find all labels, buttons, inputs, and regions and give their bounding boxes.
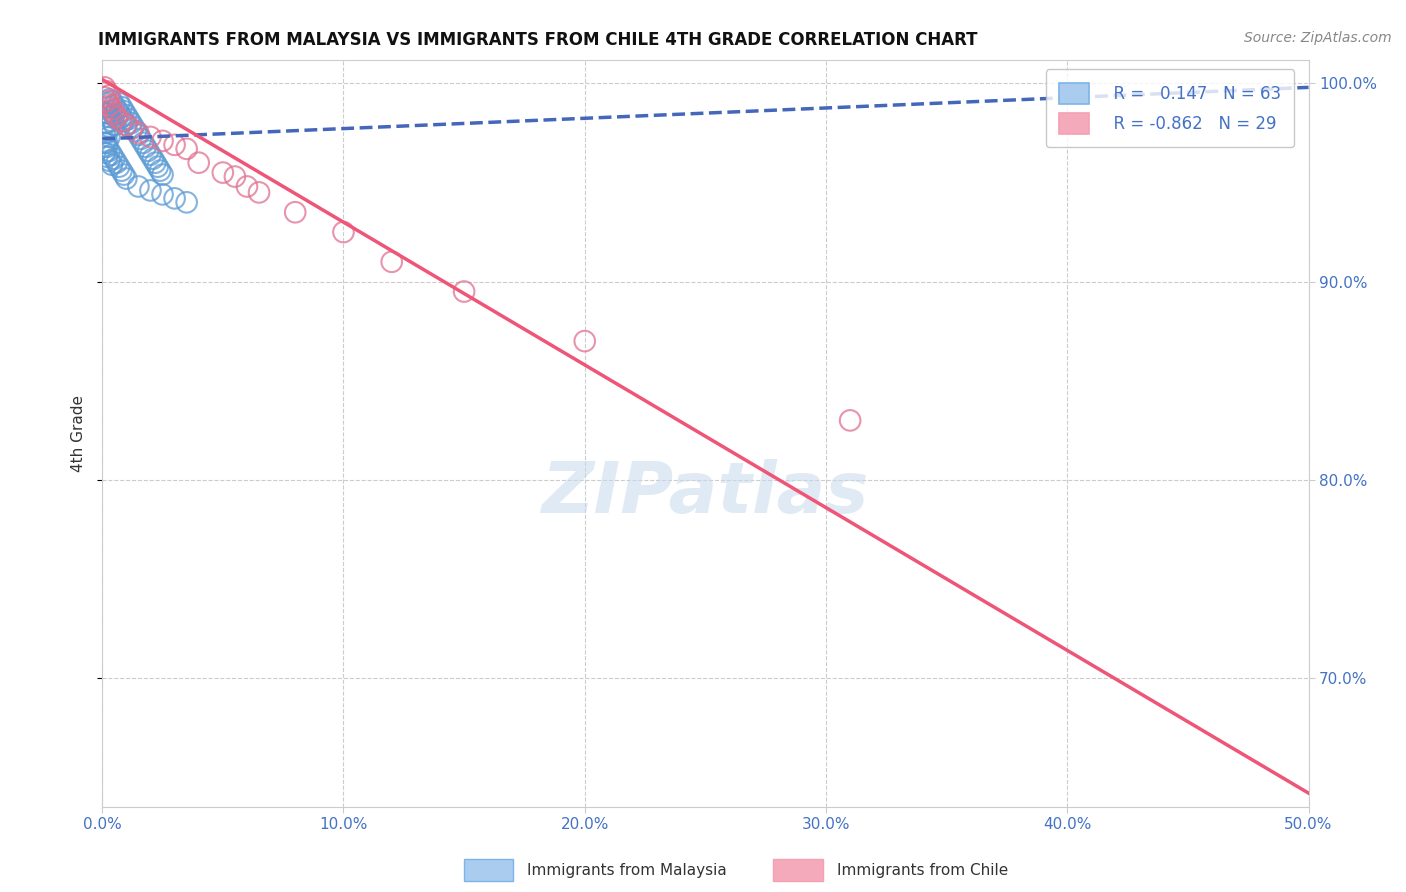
Point: [139, 183, 162, 197]
Point: [132, 136, 155, 150]
Point: [96, 106, 118, 120]
Text: Immigrants from Chile: Immigrants from Chile: [837, 863, 1008, 878]
Point: [236, 179, 259, 194]
Point: [93, 90, 115, 104]
Point: [120, 116, 142, 130]
Point: [122, 120, 145, 134]
Point: [110, 110, 132, 124]
Point: [96, 140, 118, 154]
Point: [101, 114, 124, 128]
Point: [96, 116, 118, 130]
Point: [152, 187, 174, 202]
Point: [101, 102, 124, 116]
Point: [127, 179, 149, 194]
Point: [103, 152, 125, 166]
Point: [146, 160, 169, 174]
Text: Source: ZipAtlas.com: Source: ZipAtlas.com: [1244, 31, 1392, 45]
Point: [98, 153, 121, 168]
Point: [105, 110, 128, 124]
Point: [98, 120, 121, 134]
Point: [224, 169, 246, 184]
Point: [284, 205, 307, 219]
Point: [103, 108, 125, 122]
Point: [96, 150, 118, 164]
Point: [101, 158, 124, 172]
Point: [96, 84, 118, 98]
Point: [98, 100, 121, 114]
Point: [112, 114, 135, 128]
Point: [103, 118, 125, 132]
Point: [96, 136, 118, 150]
Point: [115, 118, 138, 132]
Point: [129, 132, 152, 146]
Point: [176, 142, 198, 156]
Point: [143, 155, 166, 169]
Point: [125, 124, 148, 138]
Point: [110, 114, 132, 128]
Point: [98, 129, 121, 144]
Point: [96, 94, 118, 108]
Point: [93, 116, 115, 130]
Point: [98, 110, 121, 124]
Point: [135, 140, 157, 154]
Point: [247, 186, 270, 200]
Point: [163, 191, 186, 205]
Point: [127, 126, 149, 140]
Point: [93, 106, 115, 120]
Point: [96, 96, 118, 111]
Point: [98, 88, 121, 103]
Point: [103, 98, 125, 112]
Point: [110, 100, 132, 114]
Point: [108, 160, 131, 174]
Point: [381, 255, 404, 269]
Point: [574, 334, 596, 348]
Point: [98, 144, 121, 158]
Point: [139, 129, 162, 144]
Legend:   R =   0.147   N = 63,   R = -0.862   N = 29: R = 0.147 N = 63, R = -0.862 N = 29: [1046, 70, 1294, 147]
Text: Immigrants from Malaysia: Immigrants from Malaysia: [527, 863, 727, 878]
Point: [163, 137, 186, 152]
Point: [139, 147, 162, 161]
Point: [105, 102, 128, 116]
Point: [110, 163, 132, 178]
Text: IMMIGRANTS FROM MALAYSIA VS IMMIGRANTS FROM CHILE 4TH GRADE CORRELATION CHART: IMMIGRANTS FROM MALAYSIA VS IMMIGRANTS F…: [98, 31, 979, 49]
Point: [108, 96, 131, 111]
Point: [93, 126, 115, 140]
Point: [112, 104, 135, 119]
Point: [149, 163, 172, 178]
Point: [101, 147, 124, 161]
Point: [120, 122, 142, 136]
Point: [136, 144, 159, 158]
Point: [115, 118, 138, 132]
Text: ZIPatlas: ZIPatlas: [541, 458, 869, 527]
Point: [96, 126, 118, 140]
Point: [127, 128, 149, 142]
Point: [98, 98, 121, 112]
Point: [101, 94, 124, 108]
Point: [103, 106, 125, 120]
Point: [115, 108, 138, 122]
Point: [98, 92, 121, 106]
Point: [93, 145, 115, 160]
Point: [152, 168, 174, 182]
Point: [152, 134, 174, 148]
Point: [105, 155, 128, 169]
Point: [142, 152, 165, 166]
Y-axis label: 4th Grade: 4th Grade: [72, 395, 86, 472]
Point: [112, 168, 135, 182]
Point: [105, 112, 128, 126]
Point: [108, 106, 131, 120]
Point: [93, 80, 115, 95]
Point: [176, 195, 198, 210]
Point: [101, 104, 124, 119]
Point: [93, 136, 115, 150]
Point: [211, 165, 233, 179]
Point: [115, 171, 138, 186]
Point: [839, 413, 862, 427]
Point: [187, 155, 209, 169]
Point: [332, 225, 354, 239]
Point: [453, 285, 475, 299]
Point: [118, 112, 141, 126]
